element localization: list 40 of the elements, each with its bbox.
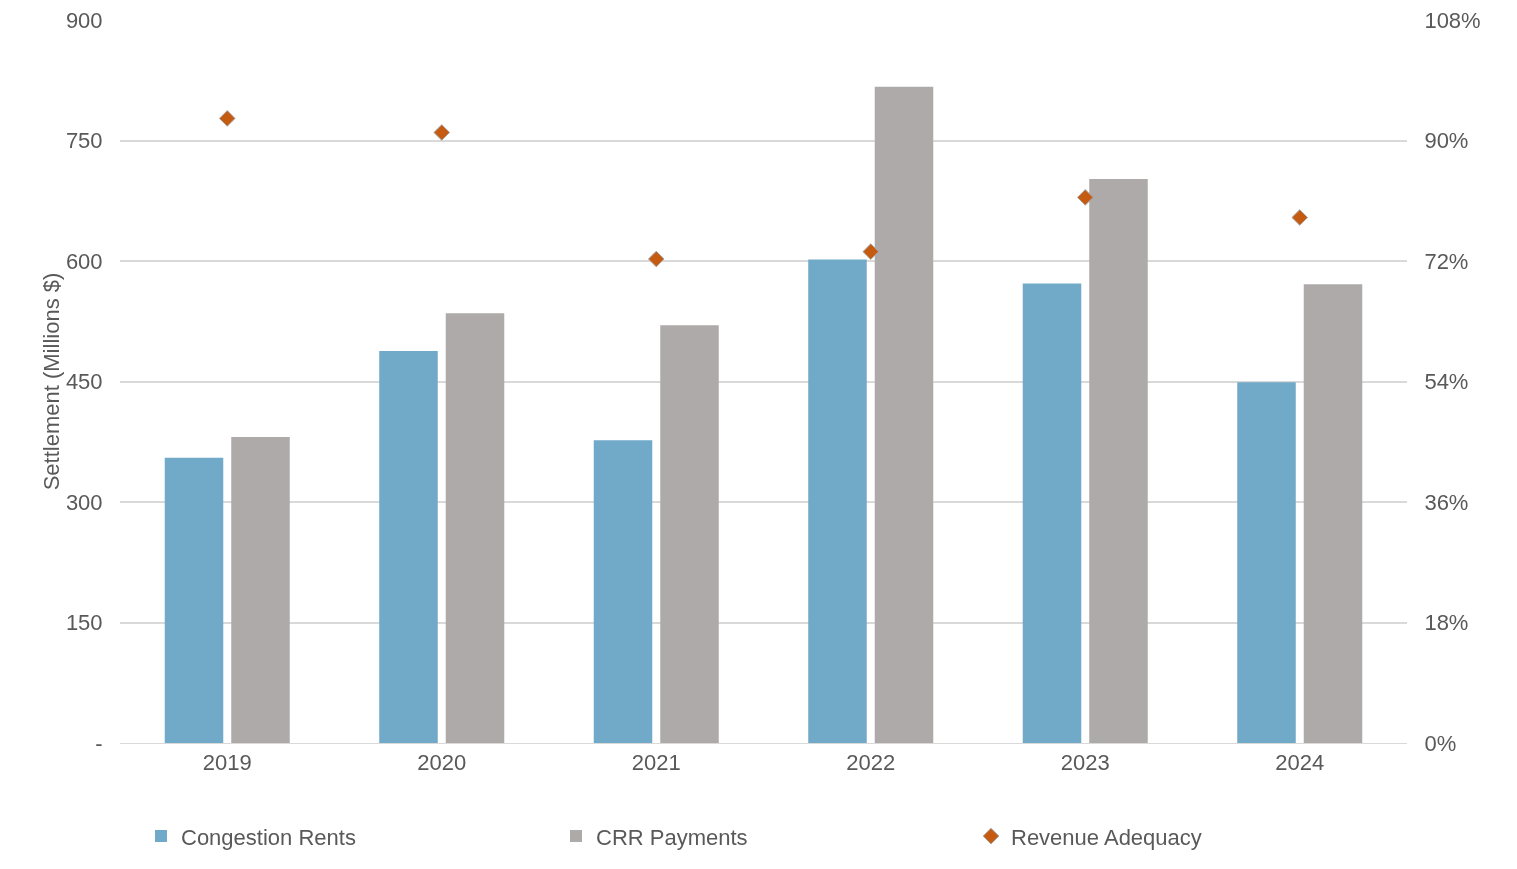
y2-tick-label: 36% — [1424, 489, 1469, 515]
legend-label: Congestion Rents — [181, 824, 356, 850]
bar — [593, 440, 653, 743]
bar — [231, 436, 290, 743]
x-tick-label: 2020 — [417, 750, 467, 776]
y-tick-label: 450 — [65, 369, 103, 395]
point — [1076, 189, 1094, 206]
bar — [1237, 382, 1296, 743]
bar — [808, 259, 867, 743]
bar — [1022, 283, 1082, 743]
bar — [379, 350, 438, 743]
point — [433, 124, 451, 141]
y2-tick-label: 54% — [1424, 369, 1469, 395]
y2-tick-label: 0% — [1424, 730, 1457, 756]
y2-tick-label: 72% — [1424, 248, 1469, 274]
point — [1291, 209, 1309, 226]
x-tick-label: 2024 — [1275, 750, 1325, 776]
point — [862, 243, 880, 260]
legend-label: Revenue Adequacy — [1011, 824, 1202, 850]
x-tick-label: 2023 — [1060, 750, 1110, 776]
y2-tick-label: 108% — [1424, 7, 1481, 33]
y-tick-label: 300 — [65, 489, 103, 515]
y2-tick-label: 90% — [1424, 128, 1469, 154]
y-tick-label: 750 — [65, 128, 103, 154]
y-tick-label: 150 — [65, 610, 103, 636]
x-tick-label: 2022 — [846, 750, 896, 776]
point — [218, 110, 236, 127]
bar — [445, 313, 505, 743]
y2-tick-label: 18% — [1424, 610, 1469, 636]
y-tick-label: 600 — [65, 248, 103, 274]
x-tick-label: 2019 — [202, 750, 252, 776]
x-tick-label: 2021 — [631, 750, 681, 776]
y-tick-label: - — [95, 730, 103, 756]
y-axis-title: Settlement (Millions $) — [38, 272, 64, 491]
bar — [164, 457, 224, 743]
bar — [1303, 284, 1363, 743]
point — [647, 250, 665, 268]
y-tick-label: 900 — [65, 7, 103, 33]
bar — [660, 325, 719, 743]
legend-label: CRR Payments — [596, 824, 748, 850]
